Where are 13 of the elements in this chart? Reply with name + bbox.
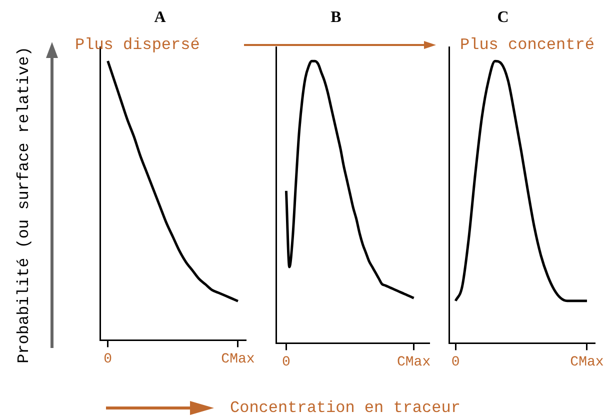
x-tick-label: 0	[451, 354, 460, 370]
text: Plus concentré	[460, 36, 594, 54]
x-tick-label: 0	[282, 354, 290, 370]
text: Plus dispersé	[75, 36, 200, 54]
y-axis-title: Probabilité (ou surface relative)	[15, 46, 33, 364]
chart-title: A	[154, 9, 166, 27]
x-tick-label: 0	[104, 351, 112, 368]
x-axis-title: Concentration en traceur	[230, 399, 460, 417]
x-tick-label: CMax	[570, 354, 604, 370]
x-tick-label: CMax	[396, 354, 431, 370]
x-tick-label: CMax	[221, 351, 255, 368]
chart-title: B	[330, 9, 342, 27]
chart-title: C	[497, 9, 509, 27]
